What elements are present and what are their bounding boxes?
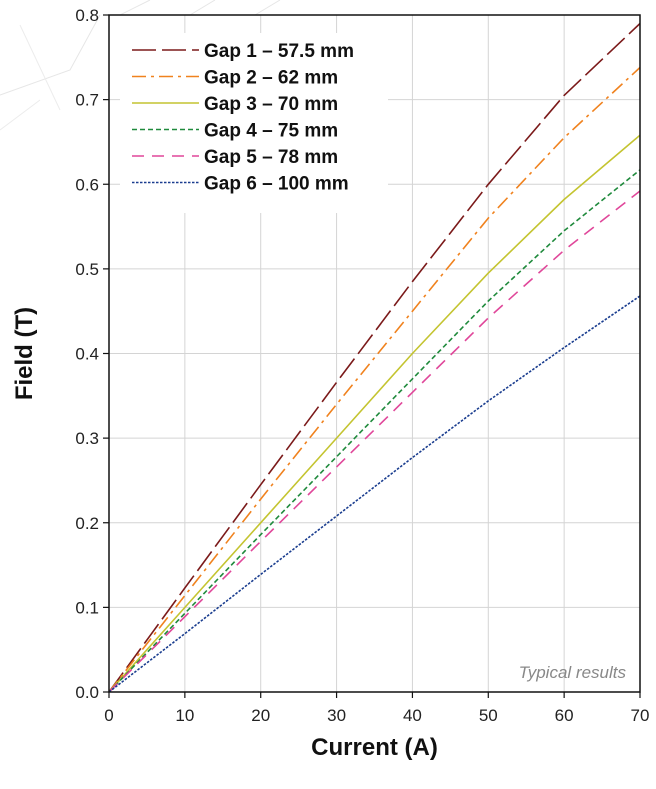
axis-ticks	[103, 14, 641, 698]
y-tick-label: 0.7	[75, 91, 99, 110]
x-tick-labels: 0 10 20 30 40 50 60 70	[104, 706, 649, 725]
y-tick-label: 0.4	[75, 345, 99, 364]
annotation-typical-results: Typical results	[519, 663, 627, 682]
legend-entry: Gap 4 – 75 mm	[204, 121, 338, 142]
x-tick-label: 70	[631, 706, 650, 725]
x-tick-label: 30	[327, 706, 346, 725]
x-tick-label: 10	[175, 706, 194, 725]
legend-entry: Gap 6 – 100 mm	[204, 174, 349, 195]
y-tick-label: 0.8	[75, 6, 99, 25]
background-decoration	[0, 0, 281, 131]
y-tick-label: 0.6	[75, 175, 99, 194]
series-lines	[108, 22, 641, 693]
series-line	[108, 22, 641, 693]
y-tick-label: 0.1	[75, 598, 99, 617]
x-tick-label: 40	[403, 706, 422, 725]
legend-entry: Gap 1 – 57.5 mm	[204, 41, 354, 62]
decor-stroke	[0, 0, 281, 96]
legend-entry: Gap 3 – 70 mm	[204, 94, 338, 115]
x-tick-label: 20	[251, 706, 270, 725]
y-tick-label: 0.0	[75, 683, 99, 702]
y-tick-labels: 0.0 0.1 0.2 0.3 0.4 0.5 0.6 0.7 0.8	[75, 6, 99, 702]
decor-stroke	[0, 24, 61, 131]
x-axis-title: Current (A)	[311, 734, 438, 761]
x-tick-label: 50	[479, 706, 498, 725]
x-tick-label: 60	[555, 706, 574, 725]
series-line	[108, 190, 641, 693]
series-line	[108, 134, 641, 693]
legend-entry: Gap 5 – 78 mm	[204, 147, 338, 168]
y-axis-title: Field (T)	[11, 307, 38, 400]
x-tick-label: 0	[104, 706, 113, 725]
legend-entry: Gap 2 – 62 mm	[204, 68, 338, 89]
legend: Gap 1 – 57.5 mm Gap 2 – 62 mm Gap 3 – 70 m…	[120, 33, 388, 213]
y-tick-label: 0.5	[75, 260, 99, 279]
y-tick-label: 0.2	[75, 514, 99, 533]
series-line	[108, 66, 641, 693]
y-tick-label: 0.3	[75, 429, 99, 448]
series-line	[108, 295, 641, 693]
